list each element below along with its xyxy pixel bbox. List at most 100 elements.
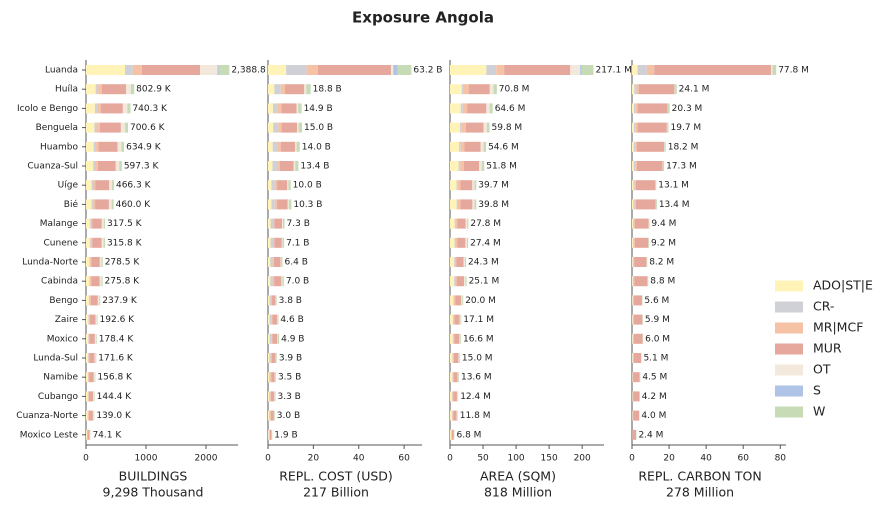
- bar-segment: [632, 257, 634, 267]
- bar-segment: [633, 295, 643, 306]
- bar-segment: [464, 84, 469, 95]
- bar-segment: [633, 276, 635, 287]
- bar-segment: [277, 314, 279, 325]
- bar-segment: [86, 391, 88, 402]
- y-tick-label: Bié: [64, 199, 79, 210]
- x-tick-label: 150: [541, 454, 558, 464]
- bar-segment: [633, 180, 635, 191]
- bar-segment: [472, 199, 475, 210]
- bar-segment: [273, 122, 279, 133]
- y-tick-label: Moxico Leste: [20, 430, 79, 440]
- chart-title: Exposure Angola: [352, 9, 494, 27]
- bar-segment: [459, 141, 461, 152]
- value-label: 20.0 M: [465, 296, 496, 306]
- legend-swatch: [775, 385, 803, 397]
- value-label: 237.9 K: [102, 296, 138, 306]
- bar-segment: [282, 218, 283, 229]
- bar-segment: [275, 295, 277, 306]
- value-label: 6.8 M: [456, 430, 481, 440]
- bar-segment: [570, 65, 581, 75]
- bar-segment: [95, 141, 99, 152]
- bar-segment: [452, 372, 454, 383]
- bar-segment: [281, 257, 283, 267]
- bar-segment: [125, 122, 129, 133]
- bar-segment: [632, 237, 633, 248]
- bar-segment: [457, 199, 461, 210]
- bar-segment: [460, 161, 464, 171]
- value-label: 178.4 K: [99, 334, 135, 344]
- bar-segment: [632, 314, 633, 325]
- bar-segment: [268, 353, 270, 363]
- bar-segment: [86, 122, 95, 133]
- bar-segment: [268, 333, 270, 344]
- bar-segment: [111, 199, 114, 210]
- bar-segment: [454, 276, 456, 287]
- x-tick-label: 0: [265, 454, 271, 464]
- value-label: 70.8 M: [499, 85, 530, 95]
- value-label: 139.0 K: [96, 411, 132, 421]
- bar-segment: [272, 276, 275, 287]
- bar-segment: [453, 314, 455, 325]
- bar-segment: [88, 353, 90, 363]
- value-label: 315.8 K: [107, 238, 143, 248]
- bar-segment: [634, 180, 636, 191]
- bar-segment: [268, 372, 270, 383]
- legend-label: MUR: [813, 341, 842, 356]
- bar-segment: [268, 429, 269, 440]
- bar-segment: [486, 65, 497, 75]
- bar-segment: [459, 353, 460, 363]
- value-label: 275.8 K: [105, 277, 141, 287]
- bar-segment: [119, 161, 122, 171]
- bar-segment: [646, 257, 648, 267]
- bar-segment: [450, 429, 452, 440]
- bar-segment: [635, 122, 638, 133]
- bar-segment: [460, 314, 462, 325]
- bar-segment: [632, 237, 634, 248]
- bar-segment: [453, 353, 459, 363]
- bar-segment: [633, 141, 636, 152]
- bar-segment: [453, 295, 454, 306]
- bar-segment: [89, 237, 91, 248]
- bar-segment: [452, 314, 454, 325]
- bar-segment: [489, 84, 494, 95]
- bar-segment: [280, 141, 295, 152]
- bar-segment: [270, 295, 272, 306]
- bar-segment: [460, 180, 473, 191]
- legend-label: W: [813, 404, 825, 419]
- bar-segment: [271, 295, 276, 306]
- bar-segment: [272, 218, 275, 229]
- bar-segment: [456, 180, 458, 191]
- bar-segment: [632, 141, 634, 152]
- bar-segment: [101, 84, 126, 95]
- bar-segment: [268, 276, 271, 287]
- bar-segment: [121, 141, 125, 152]
- bar-segment: [268, 410, 270, 421]
- value-label: 3.3 B: [277, 392, 300, 402]
- bar-segment: [457, 180, 461, 191]
- value-label: 5.1 M: [643, 354, 668, 364]
- bar-segment: [632, 314, 634, 325]
- y-tick-label: Benguela: [36, 123, 78, 133]
- bar-segment: [277, 199, 288, 210]
- x-axis-label: AREA (SQM): [480, 469, 556, 484]
- value-label: 2,388.8 K: [231, 66, 275, 76]
- value-label: 4.5 M: [642, 373, 667, 383]
- bar-segment: [268, 295, 270, 306]
- bar-segment: [271, 372, 275, 383]
- bar-segment: [465, 237, 467, 248]
- bar-segment: [466, 237, 469, 248]
- bar-segment: [280, 257, 282, 267]
- y-tick-label: Cuanza-Sul: [27, 162, 78, 172]
- bar-segment: [633, 333, 634, 344]
- bar-segment: [282, 237, 285, 248]
- bar-segment: [269, 372, 271, 383]
- bar-segment: [463, 161, 480, 171]
- bar-segment: [268, 84, 275, 95]
- bar-segment: [474, 180, 477, 191]
- bar-segment: [580, 65, 582, 75]
- bar-segment: [88, 314, 89, 325]
- value-label: 6.4 B: [285, 258, 308, 268]
- bar-segment: [86, 295, 89, 306]
- bar-segment: [633, 218, 635, 229]
- value-label: 317.5 K: [107, 219, 143, 229]
